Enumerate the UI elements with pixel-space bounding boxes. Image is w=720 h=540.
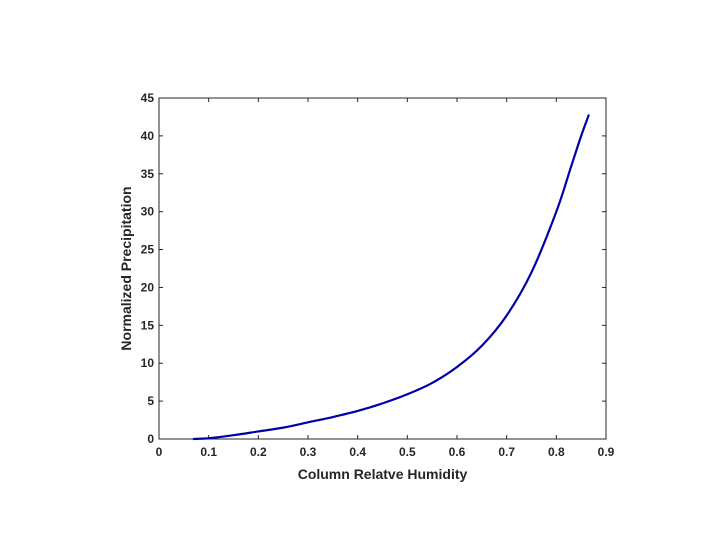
- y-tick-label: 5: [147, 394, 154, 408]
- x-tick-label: 0.3: [300, 445, 317, 459]
- x-tick-label: 0.9: [598, 445, 615, 459]
- series-lines: [192, 114, 590, 441]
- x-tick-label: 0.6: [449, 445, 466, 459]
- x-tick-label: 0.8: [548, 445, 565, 459]
- y-tick-label: 25: [141, 243, 155, 257]
- x-tick-label: 0.4: [349, 445, 366, 459]
- y-tick-label: 35: [141, 167, 155, 181]
- x-tick-label: 0.5: [399, 445, 416, 459]
- y-tick-label: 15: [141, 318, 155, 332]
- x-tick-label: 0.2: [250, 445, 267, 459]
- x-tick-label: 0: [156, 445, 163, 459]
- y-axis-title: Normalized Precipitation: [118, 186, 134, 350]
- y-tick-label: 45: [141, 91, 155, 105]
- series-line: [192, 114, 590, 441]
- y-axis-ticks: 0 5 10 15 20 25 30 35 40 45: [141, 91, 606, 446]
- y-tick-label: 0: [147, 432, 154, 446]
- y-tick-label: 20: [141, 280, 155, 294]
- y-tick-label: 40: [141, 129, 155, 143]
- x-axis-ticks: 0 0.1 0.2 0.3 0.4 0.5 0.6 0.7 0.8 0.9: [156, 98, 615, 459]
- x-axis-title: Column Relatve Humidity: [298, 466, 468, 482]
- x-tick-label: 0.7: [498, 445, 515, 459]
- x-tick-label: 0.1: [200, 445, 217, 459]
- y-tick-label: 10: [141, 356, 155, 370]
- y-tick-label: 30: [141, 205, 155, 219]
- plot-area: [158, 97, 607, 440]
